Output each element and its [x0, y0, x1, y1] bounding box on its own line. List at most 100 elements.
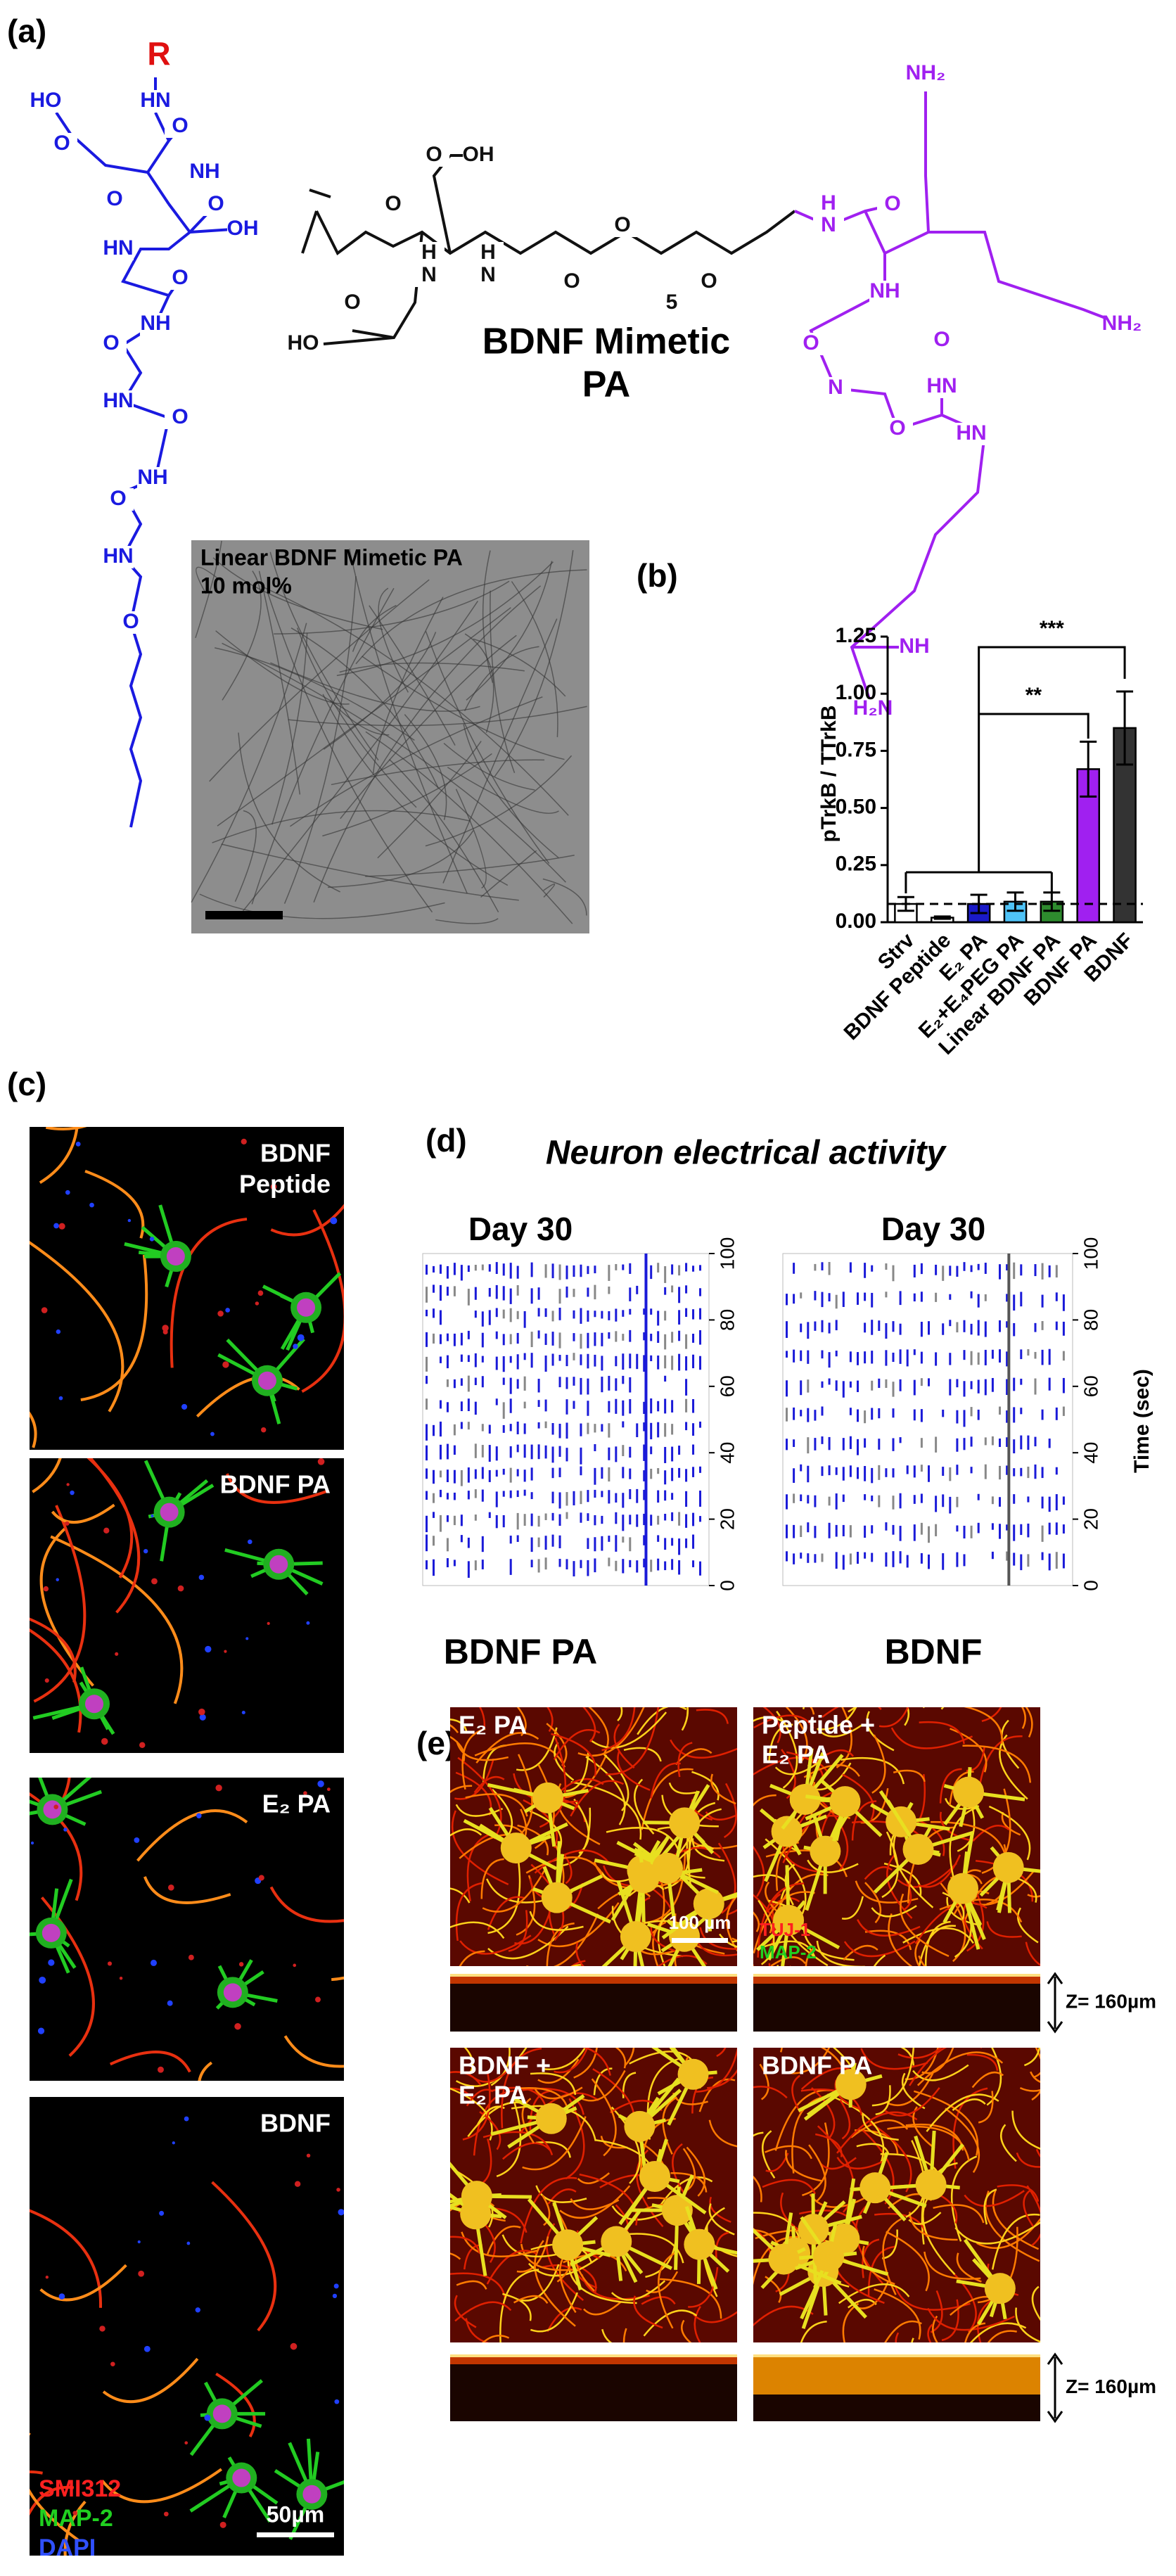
atom-label: HO	[288, 331, 319, 355]
spike	[650, 1468, 653, 1479]
spike	[608, 1401, 611, 1413]
spike	[629, 1353, 632, 1369]
neurite	[817, 1723, 864, 1737]
atom-bg	[115, 611, 146, 634]
neurite	[916, 2051, 1004, 2086]
image-label: BDNF	[260, 1139, 331, 1168]
spike	[558, 1289, 561, 1304]
spike	[807, 1350, 810, 1364]
spike	[1006, 1551, 1009, 1561]
spike	[474, 1515, 477, 1521]
neurite	[841, 1896, 864, 1920]
spike	[460, 1422, 463, 1429]
y-axis-label: pTrkB / TTrkB	[817, 705, 841, 842]
spike	[587, 1513, 589, 1522]
spike	[565, 1355, 568, 1367]
speck	[99, 2326, 106, 2332]
neurite	[486, 2225, 521, 2255]
speck	[224, 1650, 227, 1653]
spike	[523, 1514, 526, 1526]
neurite	[987, 2330, 1017, 2342]
spike	[692, 1534, 695, 1549]
spike	[453, 1263, 456, 1275]
neurite	[522, 2087, 584, 2115]
fiber	[290, 696, 543, 827]
neurite	[866, 1711, 895, 1752]
spike	[615, 1446, 618, 1462]
neurite	[883, 1862, 922, 1897]
atom-bg	[288, 333, 319, 355]
spike	[991, 1436, 994, 1446]
neurite	[101, 2468, 222, 2504]
neurite	[565, 2098, 585, 2180]
spike	[481, 1424, 484, 1432]
atom-bg	[46, 133, 77, 155]
spike	[544, 1445, 547, 1459]
spike	[664, 1334, 667, 1350]
neurite	[32, 1458, 62, 1493]
soma	[915, 2169, 947, 2200]
neurite	[875, 2085, 891, 2116]
spike	[1062, 1377, 1065, 1394]
spike	[814, 1554, 817, 1563]
spike	[453, 1560, 456, 1567]
spike	[558, 1332, 561, 1348]
neurite	[716, 2048, 727, 2058]
spike	[558, 1264, 561, 1280]
spike	[615, 1535, 618, 1552]
fiber	[389, 759, 499, 913]
neurite	[759, 2063, 769, 2100]
fiber	[425, 631, 550, 864]
speck	[294, 2181, 301, 2187]
spike	[629, 1468, 632, 1479]
neurite	[583, 2301, 622, 2316]
soma	[620, 1920, 651, 1952]
fiber	[222, 642, 566, 883]
fiber	[404, 714, 447, 820]
atom-bg	[473, 242, 504, 264]
neurite	[981, 1788, 1011, 1874]
spike	[678, 1560, 681, 1575]
neurite	[753, 1845, 765, 1897]
spike	[636, 1353, 639, 1370]
atom-bg	[1106, 313, 1137, 336]
spike	[699, 1356, 702, 1370]
spike	[537, 1308, 540, 1317]
neurite	[30, 2432, 80, 2542]
spike	[446, 1355, 449, 1369]
neurite	[657, 1910, 675, 1966]
spike	[474, 1287, 477, 1300]
spike	[439, 1310, 442, 1325]
speck	[63, 1828, 68, 1832]
neurite	[270, 1204, 344, 1237]
spike	[793, 1524, 795, 1538]
spike	[523, 1489, 526, 1496]
spike	[587, 1332, 589, 1348]
atom-label: O	[385, 192, 401, 215]
atom-bg	[165, 407, 196, 429]
spike	[800, 1494, 803, 1502]
spike	[664, 1266, 667, 1283]
neurite	[269, 1886, 344, 1923]
spike	[1048, 1265, 1051, 1277]
spike	[608, 1286, 611, 1294]
neurite	[927, 2323, 933, 2342]
spike	[426, 1398, 428, 1410]
spike	[495, 1469, 498, 1477]
speck	[89, 1202, 94, 1208]
neurite	[617, 1707, 623, 1722]
spike	[671, 1559, 674, 1570]
spike	[984, 1437, 987, 1446]
spike	[446, 1469, 449, 1482]
spike	[516, 1512, 519, 1530]
y-tick-label: 0.25	[836, 853, 876, 876]
neurite	[482, 2335, 510, 2342]
spike	[913, 1495, 916, 1504]
atom-bg	[795, 333, 826, 355]
spike	[814, 1291, 817, 1301]
neurite	[650, 1762, 681, 1799]
spike	[977, 1409, 980, 1420]
spike	[999, 1406, 1001, 1415]
spike	[984, 1349, 987, 1365]
spike	[685, 1356, 688, 1371]
